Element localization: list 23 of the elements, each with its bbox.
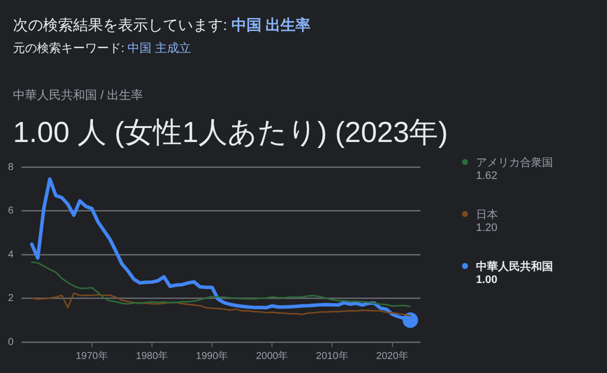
y-tick-label: 2	[8, 293, 14, 304]
y-tick-label: 8	[8, 162, 14, 173]
chart-title: 1.00 人 (女性1人あたり) (2023年)	[13, 116, 448, 151]
legend-label: アメリカ合衆国	[476, 156, 554, 170]
legend-label: 中華人民共和国	[476, 260, 554, 274]
legend-label: 日本	[476, 208, 499, 222]
text: 元の検索キーワード:	[13, 41, 124, 55]
text: 中国 出生率	[231, 17, 311, 34]
text: 1.62	[476, 170, 498, 182]
x-tick-label: 2020年	[376, 350, 408, 362]
x-tick-label: 1980年	[136, 350, 168, 362]
text: 中国 主成立	[128, 41, 192, 55]
text: 1.00	[476, 274, 498, 286]
y-tick-label: 0	[8, 336, 14, 348]
chart-subtitle: 中華人民共和国 / 出生率	[13, 87, 144, 104]
y-tick-label: 6	[8, 206, 14, 216]
x-tick-label: 2010年	[316, 350, 348, 362]
x-tick-label: 2000年	[256, 350, 288, 362]
text: 次の検索結果を表示しています:	[13, 17, 228, 34]
y-tick-label: 4	[8, 249, 14, 260]
x-tick-label: 1970年	[76, 350, 108, 362]
text: 1.20	[476, 222, 498, 234]
x-tick-label: 1990年	[196, 350, 228, 362]
